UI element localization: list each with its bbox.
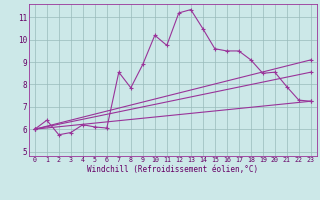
X-axis label: Windchill (Refroidissement éolien,°C): Windchill (Refroidissement éolien,°C)	[87, 165, 258, 174]
